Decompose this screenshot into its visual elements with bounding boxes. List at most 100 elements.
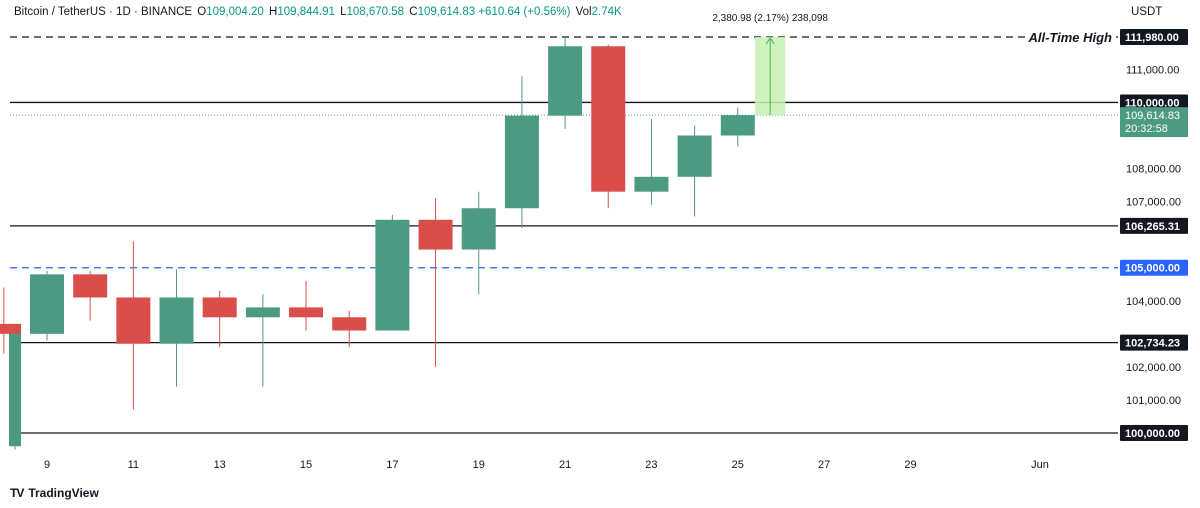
candle: [289, 280, 324, 331]
all-time-high-label: All-Time High: [1027, 30, 1112, 45]
candle-body: [548, 46, 583, 116]
candle-body: [461, 208, 496, 250]
time-axis: 9 11 13 15 17 19 21 23 25 27 29 Jun: [44, 459, 1049, 471]
candle-body: [375, 219, 410, 331]
candle: [9, 323, 21, 450]
candle-body: [289, 307, 324, 318]
x-tick-label: 23: [645, 459, 657, 471]
candle: [375, 214, 410, 331]
high-value: 109,844.91: [277, 6, 335, 18]
horizontal-lines: All-Time High: [10, 29, 1118, 434]
open-label: O: [197, 6, 207, 18]
last-price-tag-bg: [1120, 107, 1188, 138]
candle: [461, 191, 496, 295]
close-value: 109,614.83: [417, 6, 476, 18]
candle: [634, 118, 669, 205]
candle: [548, 37, 583, 129]
level-tag: 100,000.00: [1120, 425, 1188, 441]
price-axis: 111,000.00 108,000.00 107,000.00 104,000.00…: [1120, 29, 1188, 441]
candle: [332, 310, 367, 348]
tradingview-logo-icon: TV: [10, 486, 24, 500]
y-tick-label: 107,000.00: [1126, 197, 1181, 209]
candle: [0, 287, 21, 354]
measure-label: 2,380.98 (2.17%) 238,098: [712, 13, 828, 24]
x-tick-label: 25: [732, 459, 744, 471]
last-price-value: 109,614.83: [1125, 110, 1180, 122]
y-tick-label: 108,000.00: [1126, 164, 1181, 176]
level-tag-label: 100,000.00: [1125, 428, 1180, 440]
measure-arrow-head: [765, 37, 775, 45]
level-tag-label: 111,980.00: [1125, 32, 1179, 44]
candle: [504, 76, 539, 229]
candle-body: [0, 323, 21, 334]
candle-body: [245, 307, 280, 318]
close-label: C: [409, 6, 418, 18]
change-value: +610.64 (+0.56%): [478, 6, 571, 18]
countdown-timer: 20:32:58: [1125, 123, 1168, 135]
x-tick-label: 29: [904, 459, 916, 471]
currency-label[interactable]: USDT: [1131, 6, 1163, 18]
symbol-title[interactable]: Bitcoin / TetherUS · 1D · BINANCE: [14, 6, 193, 18]
candle: [677, 125, 712, 217]
level-tag-bg: [1120, 217, 1188, 234]
volume-value: 2.74K: [591, 6, 622, 18]
y-tick-label: 101,000.00: [1126, 395, 1181, 407]
level-note-bg: [1026, 29, 1116, 45]
y-tick-label: 111,000.00: [1126, 64, 1179, 76]
x-tick-label: 9: [44, 459, 50, 471]
candle-body: [73, 274, 108, 298]
candle-body: [418, 219, 453, 250]
y-tick-label: 102,000.00: [1126, 362, 1181, 374]
candle-body: [202, 297, 237, 318]
volume-label: Vol: [575, 6, 592, 18]
level-tag: 102,734.23: [1120, 334, 1188, 351]
level-tag: 111,980.00: [1120, 29, 1188, 45]
candle: [30, 271, 64, 341]
y-tick-label: 104,000.00: [1126, 296, 1181, 308]
level-tag-bg: [1120, 334, 1188, 351]
open-value: 109,004.20: [206, 6, 264, 18]
candle: [159, 269, 194, 387]
candle-body: [720, 115, 755, 136]
level-tag-label: 102,734.23: [1125, 338, 1180, 350]
x-tick-label: 13: [214, 459, 226, 471]
candle: [202, 290, 237, 348]
candle-body: [159, 297, 194, 344]
level-tag: 105,000.00: [1120, 259, 1188, 276]
candle: [418, 198, 453, 367]
level-tag-bg: [1120, 425, 1188, 441]
candle: [720, 107, 755, 147]
x-tick-label: 19: [473, 459, 485, 471]
candles: [0, 37, 755, 450]
candle-body: [9, 323, 21, 447]
candle: [245, 294, 280, 387]
tradingview-brand-text: TradingView: [28, 486, 99, 500]
measure-tool: 2,380.98 (2.17%) 238,098: [712, 13, 828, 116]
candle: [591, 44, 626, 209]
x-tick-label: 21: [559, 459, 571, 471]
candle-body: [677, 135, 712, 177]
candle: [116, 241, 151, 410]
level-tag-label: 106,265.31: [1125, 221, 1180, 233]
low-value: 108,670.58: [346, 6, 405, 18]
level-tag-bg: [1120, 29, 1188, 45]
candle-body: [634, 176, 669, 192]
level-tag-label: 110,000.00: [1125, 97, 1179, 109]
candle: [73, 271, 108, 321]
x-tick-label: 11: [128, 459, 139, 471]
high-label: H: [269, 6, 278, 18]
level-tag-label: 105,000.00: [1125, 263, 1180, 275]
x-tick-label: 15: [300, 459, 312, 471]
low-label: L: [340, 6, 347, 18]
level-tag: 106,265.31: [1120, 217, 1188, 234]
tradingview-branding[interactable]: TV TradingView: [10, 486, 99, 500]
level-tag: 110,000.00: [1120, 94, 1188, 111]
x-tick-label: Jun: [1031, 459, 1049, 471]
candle-body: [504, 115, 539, 209]
candle-body: [591, 46, 626, 192]
candle-body: [30, 274, 64, 334]
candle-body: [332, 317, 367, 331]
x-tick-label: 17: [386, 459, 398, 471]
